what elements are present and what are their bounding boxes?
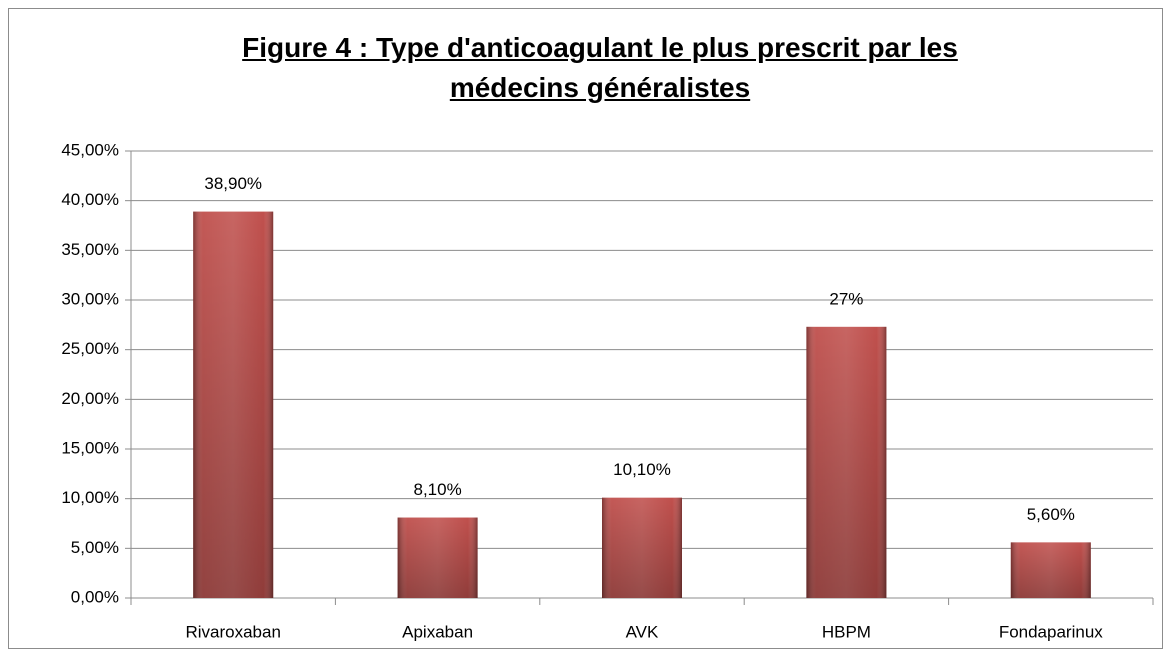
- bar-shade: [806, 326, 887, 598]
- data-label: 8,10%: [413, 480, 461, 499]
- y-tick-label: 35,00%: [61, 240, 119, 259]
- y-tick-label: 30,00%: [61, 289, 119, 308]
- x-tick-label: Fondaparinux: [999, 622, 1103, 641]
- x-tick-label: Apixaban: [402, 622, 473, 641]
- bar-shade: [1010, 542, 1091, 598]
- bar-shade: [397, 517, 478, 598]
- x-tick-label: Rivaroxaban: [185, 622, 280, 641]
- y-tick-label: 10,00%: [61, 488, 119, 507]
- data-label: 38,90%: [204, 174, 262, 193]
- y-tick-label: 15,00%: [61, 438, 119, 457]
- y-tick-label: 45,00%: [61, 140, 119, 159]
- y-tick-label: 20,00%: [61, 389, 119, 408]
- bar-shade: [602, 497, 682, 598]
- data-label: 10,10%: [613, 460, 671, 479]
- chart-title: Figure 4 : Type d'anticoagulant le plus …: [242, 32, 958, 103]
- y-tick-label: 40,00%: [61, 190, 119, 209]
- data-label: 27%: [829, 289, 863, 308]
- y-tick-label: 25,00%: [61, 339, 119, 358]
- chart-frame: [8, 8, 1163, 649]
- y-tick-label: 5,00%: [71, 538, 119, 557]
- x-tick-label: HBPM: [822, 622, 871, 641]
- y-tick-label: 0,00%: [71, 587, 119, 606]
- x-tick-label: AVK: [626, 622, 659, 641]
- data-label: 5,60%: [1027, 505, 1075, 524]
- bar-shade: [193, 211, 274, 599]
